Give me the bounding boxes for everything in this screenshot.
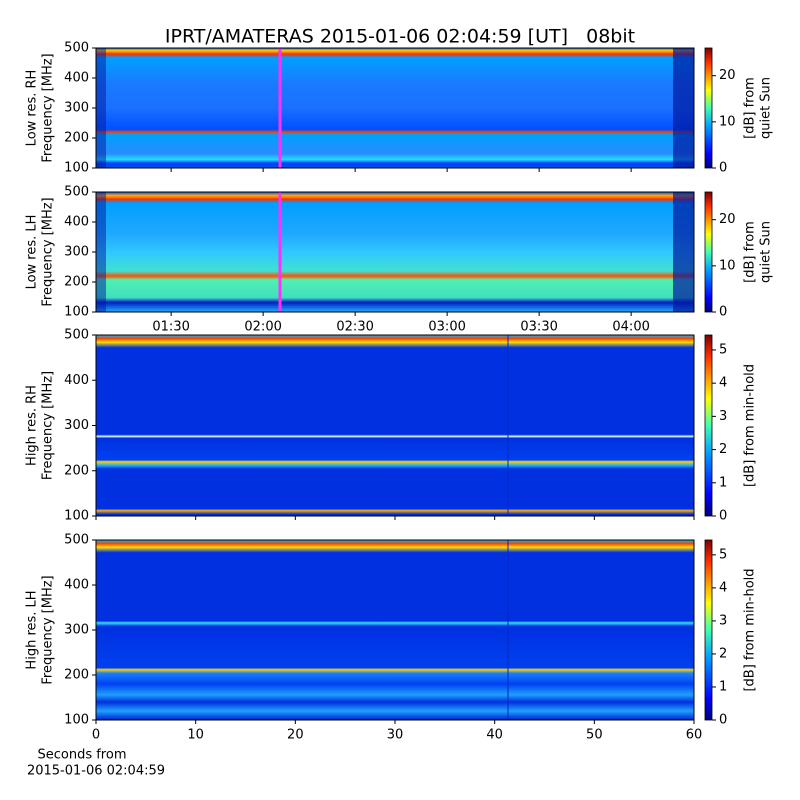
no-data-region xyxy=(673,192,694,312)
colorbar-tick-label: 1 xyxy=(719,679,727,694)
y-tick-label: 400 xyxy=(64,71,89,86)
y-tick-label: 500 xyxy=(64,185,89,200)
x-tick-label: 03:30 xyxy=(520,320,557,335)
x-tick-label: 50 xyxy=(586,728,603,743)
colorbar xyxy=(704,47,713,169)
colorbar-tick-label: 0 xyxy=(719,713,727,728)
y-tick-label: 500 xyxy=(64,533,89,548)
colorbar-tick-label: 2 xyxy=(719,442,727,457)
colorbar-tick-label: 5 xyxy=(719,342,727,357)
x-tick-label: 60 xyxy=(686,728,703,743)
colorbar xyxy=(704,334,713,517)
x-tick-label: 10 xyxy=(187,728,204,743)
colorbar-label: quiet Sun xyxy=(759,77,774,139)
y-axis-label: High res. RH xyxy=(25,385,40,466)
colorbar-tick-label: 2 xyxy=(719,646,727,661)
x-tick-label: 40 xyxy=(486,728,503,743)
y-axis-label: Low res. RH xyxy=(25,70,40,147)
colorbar-label: [dB] from min-hold xyxy=(743,568,758,691)
x-tick-label: 0 xyxy=(92,728,100,743)
x-tick-label: 20 xyxy=(287,728,304,743)
spectrogram xyxy=(96,192,694,312)
y-tick-label: 100 xyxy=(64,713,89,728)
x-tick-label: 30 xyxy=(387,728,404,743)
colorbar-tick-label: 20 xyxy=(719,212,736,227)
y-axis-label: Frequency [MHz] xyxy=(41,53,56,162)
y-axis-label: Frequency [MHz] xyxy=(41,575,56,684)
y-tick-label: 300 xyxy=(64,418,89,433)
x-tick-label: 02:00 xyxy=(244,320,281,335)
y-tick-label: 100 xyxy=(64,161,89,176)
x-tick-label: 04:00 xyxy=(612,320,649,335)
y-tick-label: 400 xyxy=(64,578,89,593)
colorbar xyxy=(704,539,713,721)
colorbar-tick-label: 0 xyxy=(719,509,727,524)
colorbar-label: [dB] from xyxy=(743,221,758,283)
y-tick-label: 400 xyxy=(64,215,89,230)
y-tick-label: 200 xyxy=(64,463,89,478)
colorbar-tick-label: 4 xyxy=(719,580,727,595)
spectrogram xyxy=(96,540,694,720)
y-tick-label: 100 xyxy=(64,305,89,320)
colorbar xyxy=(704,191,713,313)
spectrogram xyxy=(96,48,694,168)
colorbar-tick-label: 1 xyxy=(719,475,727,490)
colorbar-tick-label: 20 xyxy=(719,68,736,83)
colorbar-tick-label: 10 xyxy=(719,258,736,273)
no-data-region xyxy=(96,48,106,168)
x-caption: Seconds from xyxy=(37,748,126,763)
y-axis-label: Frequency [MHz] xyxy=(41,371,56,480)
x-tick-label: 01:30 xyxy=(152,320,189,335)
spectrogram xyxy=(96,335,694,516)
y-tick-label: 500 xyxy=(64,328,89,343)
y-tick-label: 200 xyxy=(64,668,89,683)
colorbar-tick-label: 5 xyxy=(719,547,727,562)
colorbar-label: [dB] from min-hold xyxy=(743,364,758,487)
y-tick-label: 300 xyxy=(64,101,89,116)
no-data-region xyxy=(673,48,694,168)
colorbar-tick-label: 3 xyxy=(719,613,727,628)
colorbar-tick-label: 10 xyxy=(719,114,736,129)
no-data-region xyxy=(96,192,106,312)
y-tick-label: 200 xyxy=(64,131,89,146)
y-axis-label: Frequency [MHz] xyxy=(41,197,56,306)
colorbar-tick-label: 0 xyxy=(719,305,727,320)
y-tick-label: 400 xyxy=(64,373,89,388)
y-tick-label: 500 xyxy=(64,41,89,56)
colorbar-tick-label: 0 xyxy=(719,161,727,176)
colorbar-tick-label: 4 xyxy=(719,376,727,391)
colorbar-label: quiet Sun xyxy=(759,221,774,283)
colorbar-tick-label: 3 xyxy=(719,409,727,424)
y-axis-label: High res. LH xyxy=(25,590,40,669)
y-tick-label: 300 xyxy=(64,245,89,260)
x-caption: 2015-01-06 02:04:59 xyxy=(27,764,165,779)
y-tick-label: 300 xyxy=(64,623,89,638)
chart-title: IPRT/AMATERAS 2015-01-06 02:04:59 [UT] 0… xyxy=(165,26,635,48)
y-tick-label: 200 xyxy=(64,275,89,290)
y-tick-label: 100 xyxy=(64,509,89,524)
x-tick-label: 03:00 xyxy=(428,320,465,335)
colorbar-label: [dB] from xyxy=(743,77,758,139)
y-axis-label: Low res. LH xyxy=(25,215,40,290)
x-tick-label: 02:30 xyxy=(336,320,373,335)
